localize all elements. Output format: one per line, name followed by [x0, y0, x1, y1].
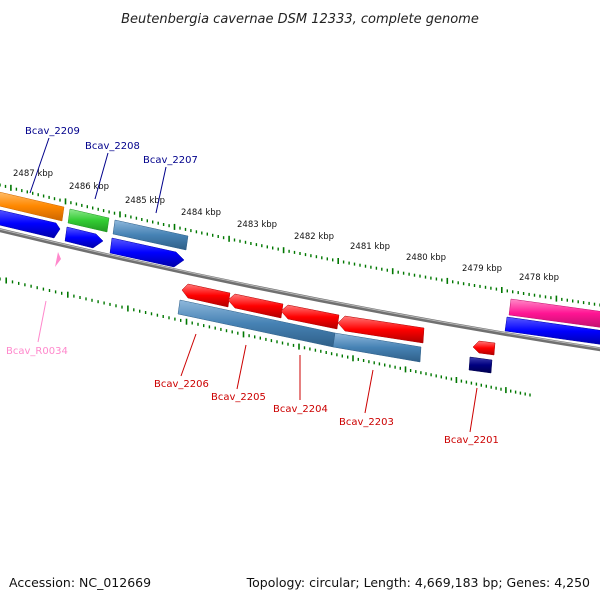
leader-line-bcav-2203 — [364, 369, 374, 414]
scale-label-2487: 2487 kbp — [13, 169, 53, 179]
scale-label-2481: 2481 kbp — [350, 242, 390, 252]
gene-label-bcav-2208[interactable]: Bcav_2208 — [85, 141, 140, 152]
scale-label-2480: 2480 kbp — [406, 253, 446, 263]
scale-label-2485: 2485 kbp — [125, 196, 165, 206]
accession-text: Accession: NC_012669 — [9, 575, 151, 590]
leader-line-bcav-2201 — [469, 387, 478, 433]
gene-bcav-2208-cds[interactable] — [64, 226, 104, 249]
outer-scale-ticks — [0, 183, 600, 307]
gene-bcav-2204-cds[interactable] — [280, 304, 340, 330]
scale-label-2482: 2482 kbp — [294, 232, 334, 242]
gene-bcav-2208-feature[interactable] — [67, 208, 110, 233]
map-title: Beutenbergia cavernae DSM 12333, complet… — [121, 12, 479, 27]
gene-bcav-r0034-marker[interactable] — [55, 252, 61, 267]
gene-bcav-2201-feature[interactable] — [468, 356, 493, 374]
leader-line-bcav-r0034 — [37, 300, 47, 343]
genome-summary-text: Topology: circular; Length: 4,669,183 bp… — [246, 575, 590, 590]
gene-bcav-2203-cds[interactable] — [337, 315, 425, 344]
scale-label-2483: 2483 kbp — [237, 220, 277, 230]
leader-line-bcav-2207 — [155, 166, 167, 214]
gene-label-bcav-2209[interactable]: Bcav_2209 — [25, 126, 80, 137]
genome-backbone — [0, 228, 600, 352]
gene-label-bcav-2205[interactable]: Bcav_2205 — [211, 392, 266, 403]
gene-right-edge-feature[interactable] — [508, 298, 600, 328]
leader-line-bcav-2206 — [180, 333, 197, 377]
inner-scale-ticks — [0, 277, 531, 397]
gene-bcav-2207-cds[interactable] — [109, 237, 185, 268]
gene-bcav-2201-cds[interactable] — [472, 340, 496, 356]
gene-bcav-2206-cds[interactable] — [181, 283, 231, 308]
gene-bcav-2205-cds[interactable] — [227, 293, 284, 319]
gene-label-bcav-2201[interactable]: Bcav_2201 — [444, 435, 499, 446]
gene-label-bcav-r0034[interactable]: Bcav_R0034 — [6, 346, 68, 357]
gene-label-bcav-2203[interactable]: Bcav_2203 — [339, 417, 394, 428]
gene-bcav-2209-feature[interactable] — [0, 191, 65, 222]
gene-right-edge-cds[interactable] — [504, 316, 600, 345]
scale-label-2486: 2486 kbp — [69, 182, 109, 192]
scale-label-2478: 2478 kbp — [519, 273, 559, 283]
leader-line-bcav-2208 — [94, 152, 109, 200]
gene-label-bcav-2207[interactable]: Bcav_2207 — [143, 155, 198, 166]
genome-backbone-highlight — [0, 228, 600, 349]
gene-label-bcav-2206[interactable]: Bcav_2206 — [154, 379, 209, 390]
leader-line-bcav-2205 — [236, 344, 247, 390]
scale-label-2479: 2479 kbp — [462, 264, 502, 274]
scale-label-2484: 2484 kbp — [181, 208, 221, 218]
leader-line-bcav-2209 — [29, 137, 50, 194]
gene-bcav-2209-cds[interactable] — [0, 209, 61, 239]
gene-label-bcav-2204[interactable]: Bcav_2204 — [273, 404, 328, 415]
gene-bcav-2207-feature[interactable] — [112, 219, 189, 251]
gene-bcav-2204-2203-feature[interactable] — [332, 332, 422, 363]
